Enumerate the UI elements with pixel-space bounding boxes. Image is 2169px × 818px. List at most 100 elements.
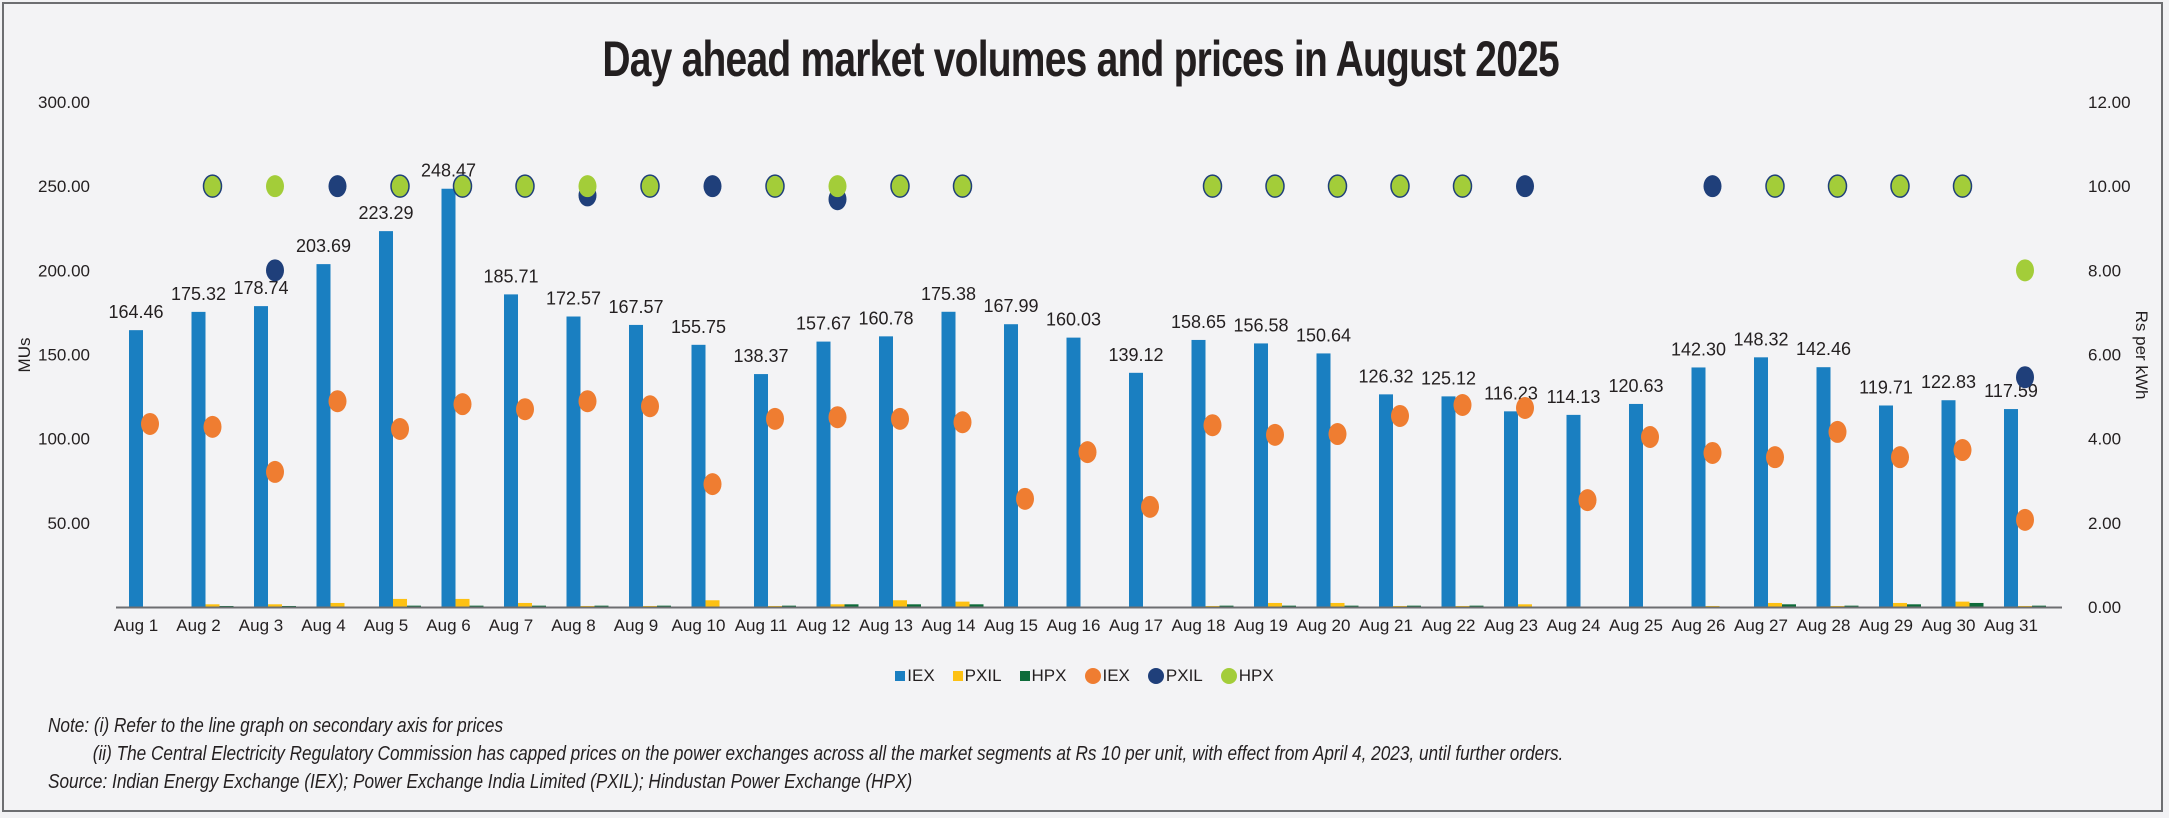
marker-iex-price — [953, 411, 972, 434]
bar-hpx-volume — [282, 605, 296, 607]
bar-hpx-volume — [532, 605, 546, 607]
x-tick-label: Aug 2 — [176, 616, 220, 635]
legend-swatch-pxil-volume — [952, 671, 963, 681]
data-label-iex: 157.67 — [796, 314, 851, 334]
data-label-iex: 203.69 — [296, 236, 351, 256]
marker-iex-price — [1391, 404, 1409, 427]
bar-hpx-volume — [1407, 605, 1421, 607]
y-tick-label: 250.00 — [38, 177, 90, 196]
marker-iex-price — [391, 417, 409, 440]
bar-hpx-volume — [1907, 604, 1921, 607]
bar-hpx-volume — [1282, 605, 1296, 607]
marker-iex-price — [578, 390, 597, 413]
legend-item-hpx-volume: HPX — [1019, 666, 1067, 686]
x-tick-label: Aug 4 — [301, 616, 345, 635]
marker-hpx-price — [890, 174, 910, 198]
bar-pxil-volume — [1268, 602, 1282, 607]
bar-pxil-volume — [643, 605, 657, 607]
bar-pxil-volume — [1330, 602, 1345, 607]
bar-hpx-volume — [1344, 605, 1359, 607]
bar-iex-volume — [254, 306, 268, 607]
marker-iex-price — [1516, 396, 1534, 419]
bar-pxil-volume — [268, 604, 282, 607]
bar-iex-volume — [816, 341, 831, 607]
data-label-iex: 175.32 — [171, 284, 226, 304]
bar-pxil-volume — [893, 600, 907, 607]
x-tick-label: Aug 17 — [1109, 616, 1163, 635]
x-tick-label: Aug 14 — [922, 616, 976, 635]
bar-hpx-volume — [469, 605, 484, 607]
marker-hpx-price — [2016, 259, 2034, 282]
marker-iex-price — [828, 406, 847, 429]
data-label-iex: 172.57 — [546, 289, 601, 309]
marker-iex-price — [1016, 487, 1034, 510]
bar-hpx-volume — [1219, 605, 1234, 607]
bar-iex-volume — [1129, 372, 1143, 607]
x-tick-label: Aug 28 — [1797, 616, 1851, 635]
marker-hpx-price — [266, 175, 284, 198]
bar-hpx-volume — [907, 604, 921, 607]
legend-item-iex-price: IEX — [1084, 666, 1130, 686]
bar-pxil-volume — [705, 600, 720, 607]
x-tick-label: Aug 24 — [1547, 616, 1601, 635]
note-2: (ii) The Central Electricity Regulatory … — [92, 743, 1564, 765]
bar-hpx-volume — [1469, 605, 1484, 607]
legend-item-iex-volume: IEX — [895, 666, 935, 686]
x-tick-label: Aug 9 — [614, 616, 658, 635]
data-label-iex: 185.71 — [483, 266, 538, 286]
x-tick-label: Aug 6 — [426, 616, 470, 635]
x-tick-label: Aug 8 — [551, 616, 595, 635]
bar-iex-volume — [1941, 400, 1956, 607]
bar-iex-volume — [379, 231, 393, 608]
bar-pxil-volume — [1768, 602, 1782, 607]
data-label-iex: 158.65 — [1171, 312, 1226, 332]
bar-iex-volume — [1441, 396, 1456, 607]
bar-pxil-volume — [1518, 604, 1532, 607]
x-axis-ticks: Aug 1 Aug 2 Aug 3 Aug 4 Aug 5 Aug 6 Aug 7 Aug 8… — [114, 616, 2038, 635]
marker-hpx-price — [1452, 174, 1473, 198]
x-tick-label: Aug 31 — [1984, 616, 2038, 635]
marker-iex-price — [1891, 446, 1909, 469]
bar-pxil-volume — [955, 601, 970, 607]
marker-hpx-price — [1827, 174, 1848, 198]
y-axis-primary-title: MUs — [15, 338, 34, 373]
marker-hpx-price — [765, 174, 785, 198]
x-tick-label: Aug 25 — [1609, 616, 1663, 635]
bar-pxil-volume — [768, 605, 782, 607]
y-tick-label: 200.00 — [38, 261, 90, 280]
marker-hpx-price — [640, 174, 660, 198]
bar-hpx-volume — [594, 605, 609, 607]
bar-pxil-volume — [1893, 602, 1907, 607]
legend-swatch-iex-volume — [895, 671, 906, 681]
source-note: Source: Indian Energy Exchange (IEX); Po… — [48, 771, 913, 793]
marker-iex-price — [703, 473, 722, 496]
y2-tick-label: 8.00 — [2088, 261, 2121, 280]
bar-iex-volume — [1379, 394, 1393, 607]
x-tick-label: Aug 23 — [1484, 616, 1538, 635]
data-label-iex: 119.71 — [1859, 377, 1913, 397]
bar-hpx-volume — [1844, 605, 1859, 607]
bar-hpx-volume — [219, 605, 234, 607]
data-label-iex: 122.83 — [1921, 372, 1976, 392]
data-label-iex: 160.03 — [1046, 310, 1101, 330]
bar-iex-volume — [1254, 343, 1268, 607]
marker-iex-price — [453, 393, 472, 416]
bar-hpx-volume — [407, 605, 421, 607]
legend-swatch-iex-price — [1084, 668, 1101, 684]
data-label-iex: 155.75 — [671, 317, 726, 337]
marker-hpx-price — [952, 174, 973, 198]
data-label-iex: 178.74 — [233, 278, 288, 298]
bar-iex-volume — [691, 344, 706, 607]
bar-series — [129, 188, 2046, 608]
y2-tick-label: 4.00 — [2088, 430, 2121, 449]
x-tick-label: Aug 11 — [735, 616, 788, 635]
marker-hpx-price — [1202, 174, 1223, 198]
y-tick-label: 100.00 — [38, 430, 90, 449]
marker-hpx-price — [1390, 174, 1410, 198]
y-axis-secondary: 0.00 2.00 4.00 6.00 8.00 10.00 12.00 — [2088, 93, 2131, 617]
bar-iex-volume — [1004, 324, 1018, 607]
data-label-iex: 139.12 — [1108, 345, 1163, 365]
marker-iex-price — [1578, 489, 1597, 512]
